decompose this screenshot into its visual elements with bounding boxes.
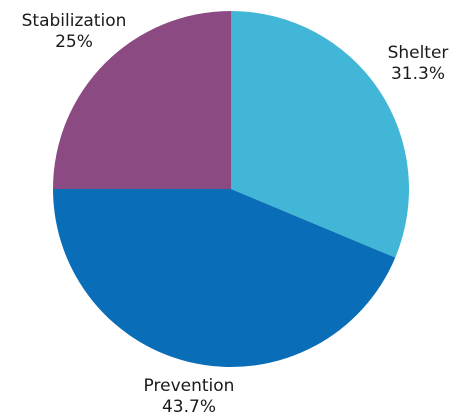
pie-slice-shelter xyxy=(231,11,409,258)
slice-label-prevention: Prevention xyxy=(144,376,235,396)
slice-label-shelter: Shelter xyxy=(388,43,449,63)
pie-slice-prevention xyxy=(53,189,396,367)
slice-value-stabilization: 25% xyxy=(55,32,93,52)
slice-label-stabilization: Stabilization xyxy=(22,11,127,31)
slice-value-shelter: 31.3% xyxy=(391,64,445,84)
slice-value-prevention: 43.7% xyxy=(162,397,216,417)
pie-slice-stabilization xyxy=(53,11,231,189)
